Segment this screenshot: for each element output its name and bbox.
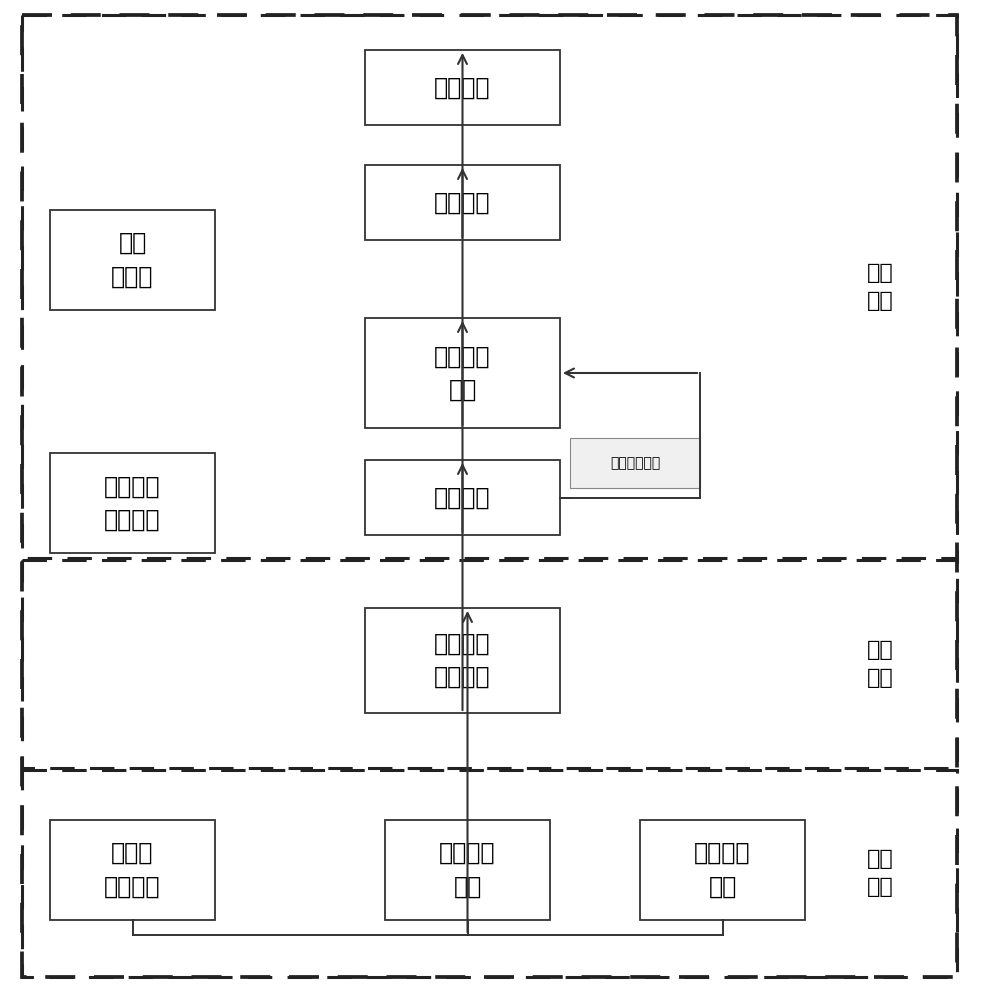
- Bar: [50, 453, 215, 553]
- Text: 供应特征: 供应特征: [434, 190, 491, 215]
- Text: 现状规模: 现状规模: [434, 486, 491, 510]
- Bar: [385, 820, 550, 920]
- Text: 设计
模型: 设计 模型: [867, 263, 893, 311]
- Text: 停车供应特征: 停车供应特征: [610, 456, 660, 470]
- Bar: [365, 608, 560, 713]
- Bar: [22, 15, 957, 558]
- Text: 泊车者
步行距离: 泊车者 步行距离: [104, 841, 161, 899]
- Bar: [365, 460, 560, 535]
- Bar: [50, 820, 215, 920]
- Bar: [570, 438, 700, 488]
- Text: 停车需求
生成预测: 停车需求 生成预测: [434, 632, 491, 689]
- Bar: [50, 210, 215, 310]
- Bar: [22, 770, 957, 977]
- Text: 停车需求
分担: 停车需求 分担: [434, 344, 491, 402]
- Bar: [365, 165, 560, 240]
- Bar: [640, 820, 805, 920]
- Text: 配建停车
路边停车: 配建停车 路边停车: [104, 474, 161, 532]
- Bar: [22, 560, 957, 768]
- Text: 需求
预测: 需求 预测: [867, 640, 893, 688]
- Bar: [365, 50, 560, 125]
- Bar: [365, 318, 560, 428]
- Text: 供应规模: 供应规模: [434, 76, 491, 100]
- Text: 土地利用
情况: 土地利用 情况: [439, 841, 495, 899]
- Text: 出行方式
构成: 出行方式 构成: [694, 841, 751, 899]
- Text: 数据
准备: 数据 准备: [867, 849, 893, 897]
- Text: 公共
停车场: 公共 停车场: [111, 231, 154, 289]
